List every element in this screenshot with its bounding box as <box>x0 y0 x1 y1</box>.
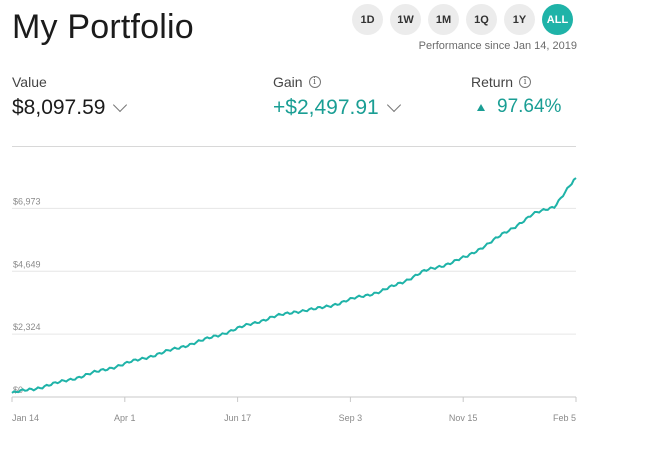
range-button-1w[interactable]: 1W <box>390 4 421 35</box>
range-button-1q[interactable]: 1Q <box>466 4 497 35</box>
y-tick-label: $2,324 <box>13 322 41 332</box>
value-amount-dropdown[interactable]: $8,097.59 <box>12 96 128 120</box>
return-amount-row: 97.64% <box>471 96 561 118</box>
info-icon[interactable]: i <box>308 76 321 88</box>
page-title: My Portfolio <box>12 8 194 46</box>
return-amount: 97.64% <box>497 96 562 117</box>
portfolio-line-chart: $0 $2,324 $4,649 $6,973 Jan 14 Apr 1 Jun 17 Se… <box>11 177 577 423</box>
y-tick-label: $0 <box>13 385 23 395</box>
range-button-1m[interactable]: 1M <box>428 4 459 35</box>
range-button-1d[interactable]: 1D <box>352 4 383 35</box>
up-arrow-icon <box>477 103 485 111</box>
gain-metric: Gain i +$2,497.91 <box>273 74 401 120</box>
performance-since-text: Performance since Jan 14, 2019 <box>418 40 577 52</box>
series-line <box>11 177 577 394</box>
x-tick-label: Apr 1 <box>114 413 136 423</box>
x-tick-label: Sep 3 <box>339 413 363 423</box>
x-tick-label: Jan 14 <box>12 413 39 423</box>
value-label: Value <box>12 74 125 90</box>
time-range-selector: 1D 1W 1M 1Q 1Y ALL <box>352 4 580 35</box>
value-metric: Value $8,097.59 <box>12 74 128 120</box>
header-divider <box>12 146 576 147</box>
x-tick-label: Jun 17 <box>224 413 251 423</box>
value-label-text: Value <box>12 74 47 90</box>
gain-amount: +$2,497.91 <box>273 96 379 119</box>
y-tick-label: $6,973 <box>13 196 41 206</box>
gain-label-text: Gain <box>273 74 303 90</box>
return-label-text: Return <box>471 74 514 90</box>
range-button-all[interactable]: ALL <box>542 4 573 35</box>
return-metric: Return i 97.64% <box>471 74 561 118</box>
x-tick-label: Nov 15 <box>449 413 478 423</box>
gain-amount-dropdown[interactable]: +$2,497.91 <box>273 96 401 120</box>
info-icon[interactable]: i <box>519 76 532 88</box>
y-tick-label: $4,649 <box>13 259 41 269</box>
gain-label: Gain i <box>273 74 399 90</box>
range-button-1y[interactable]: 1Y <box>504 4 535 35</box>
chevron-down-icon <box>386 97 401 113</box>
chevron-down-icon <box>113 97 128 113</box>
value-amount: $8,097.59 <box>12 96 106 119</box>
x-tick-label: Feb 5 <box>553 413 576 423</box>
return-label: Return i <box>471 74 561 90</box>
